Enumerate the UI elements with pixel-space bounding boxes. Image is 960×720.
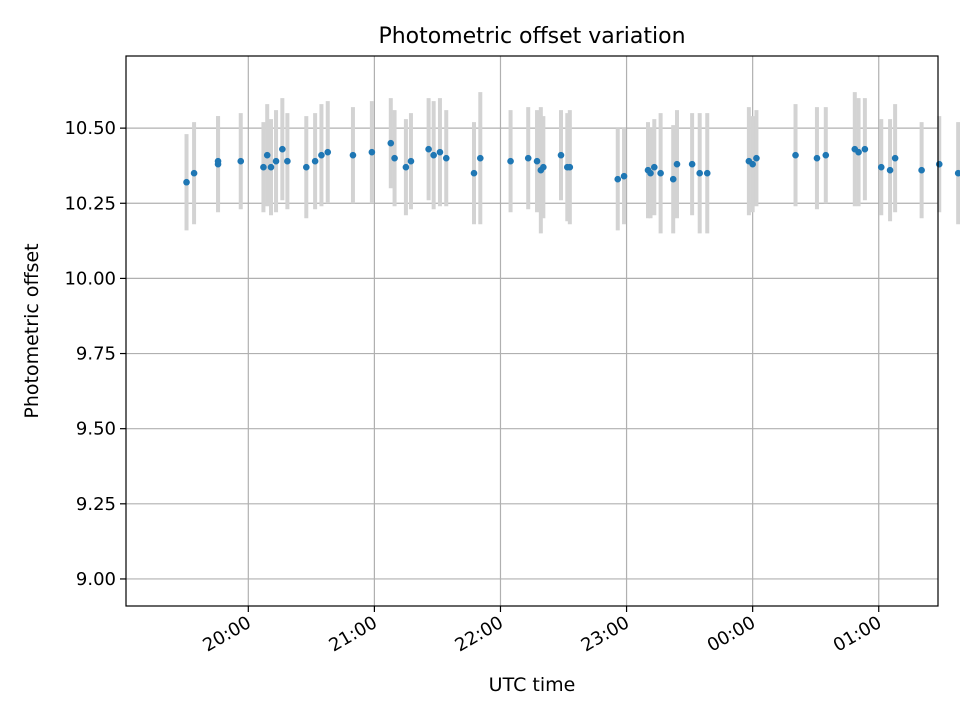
data-point [813,154,821,162]
data-point [620,172,628,180]
data-point [753,154,760,162]
data-point [183,178,190,186]
data-point [651,163,658,171]
chart-title: Photometric offset variation [378,24,685,49]
data-point [324,148,332,156]
y-tick-label: 9.50 [76,419,116,440]
data-point [260,163,267,171]
data-point [263,151,271,159]
y-tick-label: 9.75 [76,344,116,365]
y-axis-label: Photometric offset [21,243,43,418]
y-tick-label: 10.50 [64,118,116,139]
data-point [877,163,885,171]
data-point [954,169,960,177]
data-point [792,151,799,159]
data-point [407,157,415,165]
data-point [822,151,830,159]
data-point [657,169,664,177]
y-tick-label: 10.25 [64,193,116,214]
data-point [861,145,869,153]
data-point [524,154,532,162]
data-point [855,148,862,156]
data-point [533,157,541,165]
data-point [214,157,222,165]
data-point [477,154,484,162]
data-point [566,163,574,171]
data-point [507,157,514,165]
data-point [190,169,198,177]
data-point [696,169,703,177]
data-point [267,163,275,171]
data-point [425,145,432,153]
plot-frame [125,55,939,607]
data-point [272,157,280,165]
data-point [557,151,565,159]
data-point [303,163,310,171]
data-point [349,151,357,159]
data-point [891,154,899,162]
data-point [387,139,395,147]
data-point [749,160,756,168]
data-point [703,169,711,177]
data-point [284,157,291,165]
data-point [279,145,286,153]
data-point [614,175,622,183]
grid-lines [126,56,938,606]
data-point [669,175,677,183]
y-tick-label: 9.00 [76,569,116,590]
data-point [311,157,319,165]
data-point [442,154,450,162]
x-axis-label: UTC time [489,674,576,696]
data-point [688,160,696,168]
data-point [470,169,478,177]
data-point [935,160,943,168]
data-points [183,139,960,186]
y-tick-label: 9.25 [76,494,116,515]
data-point [436,148,444,156]
data-point [318,151,325,159]
data-point [647,169,654,177]
data-point [237,157,245,165]
data-point [430,151,437,159]
data-point [673,160,681,168]
data-point [886,166,894,174]
data-point [918,166,925,174]
data-point [540,163,547,171]
data-point [368,148,376,156]
data-point [402,163,410,171]
data-point [391,154,398,162]
y-tick-label: 10.00 [64,268,116,289]
